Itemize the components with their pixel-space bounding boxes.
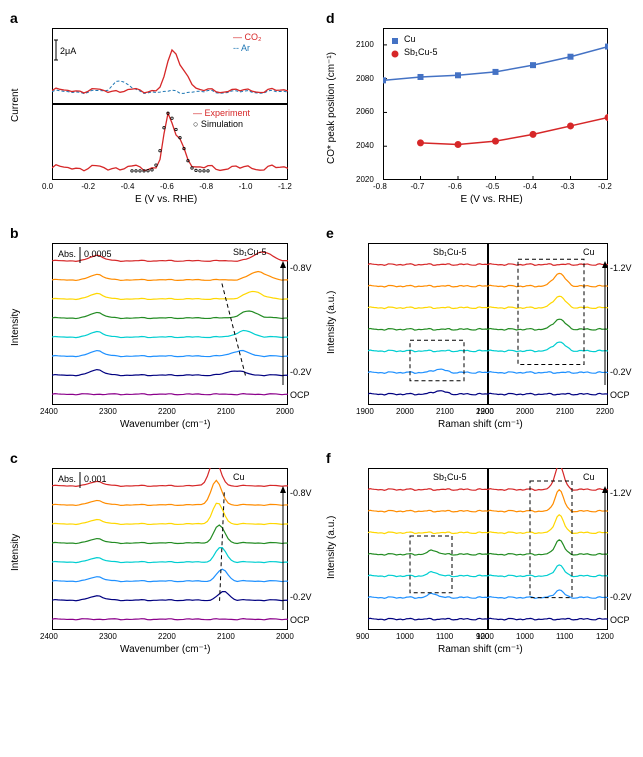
text-label: OCP: [610, 390, 630, 400]
text-label: -1.2V: [610, 488, 632, 498]
text-label: 2100: [356, 40, 374, 49]
text-label: Cu: [233, 472, 245, 482]
text-label: 2200: [596, 407, 614, 416]
text-label: 2200: [158, 632, 176, 641]
text-label: c: [10, 450, 18, 466]
text-label: 2μA: [60, 46, 76, 56]
text-label: -0.8V: [290, 263, 312, 273]
text-label: 2100: [556, 407, 574, 416]
text-label: -1.0: [239, 182, 253, 191]
text-label: Abs.: [58, 249, 76, 259]
text-label: -0.2V: [290, 367, 312, 377]
text-label: OCP: [290, 390, 310, 400]
text-label: Wavenumber (cm⁻¹): [120, 419, 210, 430]
text-label: Intensity: [10, 534, 21, 571]
text-label: E (V vs. RHE): [461, 194, 523, 205]
text-label: Cu: [583, 472, 595, 482]
text-label: Cu: [404, 34, 416, 44]
text-label: -0.8: [373, 182, 387, 191]
text-label: 2000: [516, 407, 534, 416]
text-label: 900: [356, 632, 369, 641]
text-label: Intensity (a.u.): [326, 291, 337, 354]
text-label: 1100: [556, 632, 573, 641]
text-label: a: [10, 10, 18, 26]
text-label: CO* peak position (cm⁻¹): [326, 52, 337, 164]
text-label: e: [326, 225, 334, 241]
text-label: -- Ar: [233, 43, 250, 53]
text-label: -0.2: [81, 182, 95, 191]
text-label: Abs.: [58, 474, 76, 484]
text-label: f: [326, 450, 331, 466]
text-label: 2040: [356, 141, 374, 150]
text-label: 900: [476, 632, 489, 641]
text-label: 2100: [217, 632, 235, 641]
text-label: Raman shift (cm⁻¹): [438, 644, 523, 655]
text-label: 2020: [356, 175, 374, 184]
text-label: -0.6: [160, 182, 174, 191]
text-label: 2000: [396, 407, 414, 416]
text-label: 0.001: [84, 474, 107, 484]
text-label: b: [10, 225, 19, 241]
text-label: -0.2V: [290, 592, 312, 602]
text-label: -0.4: [523, 182, 537, 191]
text-label: -1.2: [278, 182, 292, 191]
text-label: 2060: [356, 107, 374, 116]
text-label: 1100: [436, 632, 453, 641]
text-label: -0.2V: [610, 367, 632, 377]
text-label: 1900: [476, 407, 494, 416]
text-label: -0.8: [199, 182, 213, 191]
text-label: -0.4: [121, 182, 135, 191]
text-label: 1000: [516, 632, 534, 641]
text-label: — CO₂: [233, 32, 262, 42]
text-label: Sb₁Cu-5: [233, 247, 267, 257]
text-label: -0.8V: [290, 488, 312, 498]
text-label: 0.0005: [84, 249, 112, 259]
text-label: Sb₁Cu-5: [433, 247, 467, 257]
text-label: Intensity (a.u.): [326, 516, 337, 579]
text-label: Raman shift (cm⁻¹): [438, 419, 523, 430]
text-label: 2400: [40, 632, 58, 641]
text-label: 2400: [40, 407, 58, 416]
text-label: E (V vs. RHE): [135, 194, 197, 205]
text-label: Wavenumber (cm⁻¹): [120, 644, 210, 655]
text-label: 2200: [158, 407, 176, 416]
text-label: 1900: [356, 407, 374, 416]
text-label: 2080: [356, 74, 374, 83]
text-label: 2000: [276, 632, 294, 641]
text-label: Intensity: [10, 309, 21, 346]
text-label: -0.2: [598, 182, 612, 191]
text-label: Sb₁Cu-5: [433, 472, 467, 482]
text-label: OCP: [610, 615, 630, 625]
text-label: 0.0: [42, 182, 53, 191]
text-label: 1200: [596, 632, 614, 641]
text-label: 2100: [217, 407, 235, 416]
text-label: OCP: [290, 615, 310, 625]
text-label: -0.3: [561, 182, 575, 191]
text-label: 2300: [99, 407, 117, 416]
text-label: ○ Simulation: [193, 119, 243, 129]
text-label: — Experiment: [193, 108, 250, 118]
text-label: Sb₁Cu-5: [404, 47, 438, 57]
text-label: -0.6: [448, 182, 462, 191]
text-label: 2300: [99, 632, 117, 641]
text-label: Cu: [583, 247, 595, 257]
text-label: Current: [10, 89, 21, 122]
text-label: 2100: [436, 407, 454, 416]
text-label: 2000: [276, 407, 294, 416]
text-label: d: [326, 10, 335, 26]
text-label: -0.5: [486, 182, 500, 191]
text-label: -1.2V: [610, 263, 632, 273]
text-label: -0.2V: [610, 592, 632, 602]
text-label: -0.7: [411, 182, 425, 191]
text-label: 1000: [396, 632, 414, 641]
